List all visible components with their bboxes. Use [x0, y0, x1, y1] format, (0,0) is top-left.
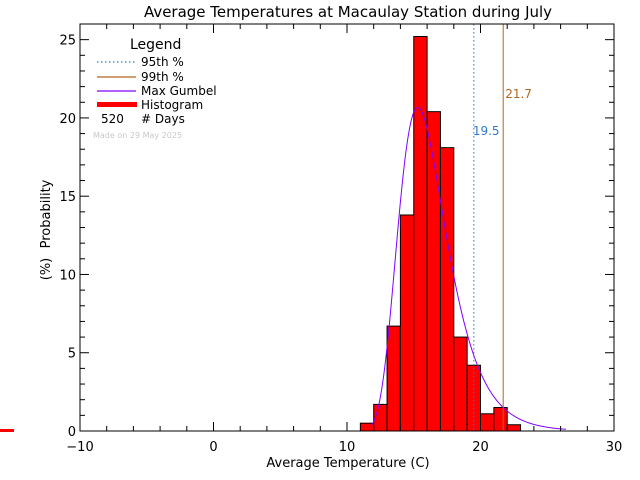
x-tick-label: −10: [66, 440, 93, 455]
legend: Legend 95th % 99th % Max Gumbel Histogra…: [97, 37, 217, 126]
histogram-bar: [399, 214, 415, 432]
gumbel-curve: [370, 106, 566, 430]
legend-label-gumbel: Max Gumbel: [141, 84, 217, 98]
left-edge-marker: [0, 429, 14, 432]
percentile-lines: 19.5 21.7: [473, 24, 532, 431]
legend-day-count-label: # Days: [141, 112, 185, 126]
legend-label-95th: 95th %: [141, 55, 184, 69]
y-tick-label: 15: [59, 190, 76, 205]
histogram-bar: [453, 336, 468, 432]
made-on-note: Made on 29 May 2025: [93, 131, 182, 140]
legend-day-count: 520: [101, 112, 124, 126]
legend-label-99th: 99th %: [141, 70, 184, 84]
y-axis-unit: (%): [39, 258, 54, 281]
x-axis-label: Average Temperature (C): [266, 456, 429, 471]
gumbel-line: [370, 106, 566, 430]
y-tick-label: 20: [59, 112, 76, 127]
y-axis-label: Probability: [39, 179, 54, 248]
x-tick-label: 30: [606, 440, 623, 455]
chart-title: Average Temperatures at Macaulay Station…: [144, 3, 552, 21]
x-tick-label: 20: [472, 440, 489, 455]
histogram-bar: [413, 36, 428, 432]
histogram-bar: [493, 407, 508, 432]
y-tick-label: 25: [59, 34, 76, 49]
y-tick-label: 5: [68, 347, 76, 362]
x-tick-label: 10: [339, 440, 356, 455]
y-tick-label: 10: [59, 268, 76, 283]
x-tick-label: 0: [209, 440, 217, 455]
histogram-bar: [439, 147, 455, 432]
histogram-bar: [480, 413, 495, 432]
histogram-bar: [506, 424, 522, 432]
percentile-99-label: 21.7: [505, 87, 532, 101]
legend-label-histogram: Histogram: [141, 98, 203, 112]
legend-title: Legend: [130, 37, 181, 53]
legend-swatch-histogram: [97, 102, 137, 107]
percentile-95-label: 19.5: [473, 124, 500, 138]
y-tick-label: 0: [68, 425, 76, 440]
histogram-bar: [386, 325, 401, 432]
